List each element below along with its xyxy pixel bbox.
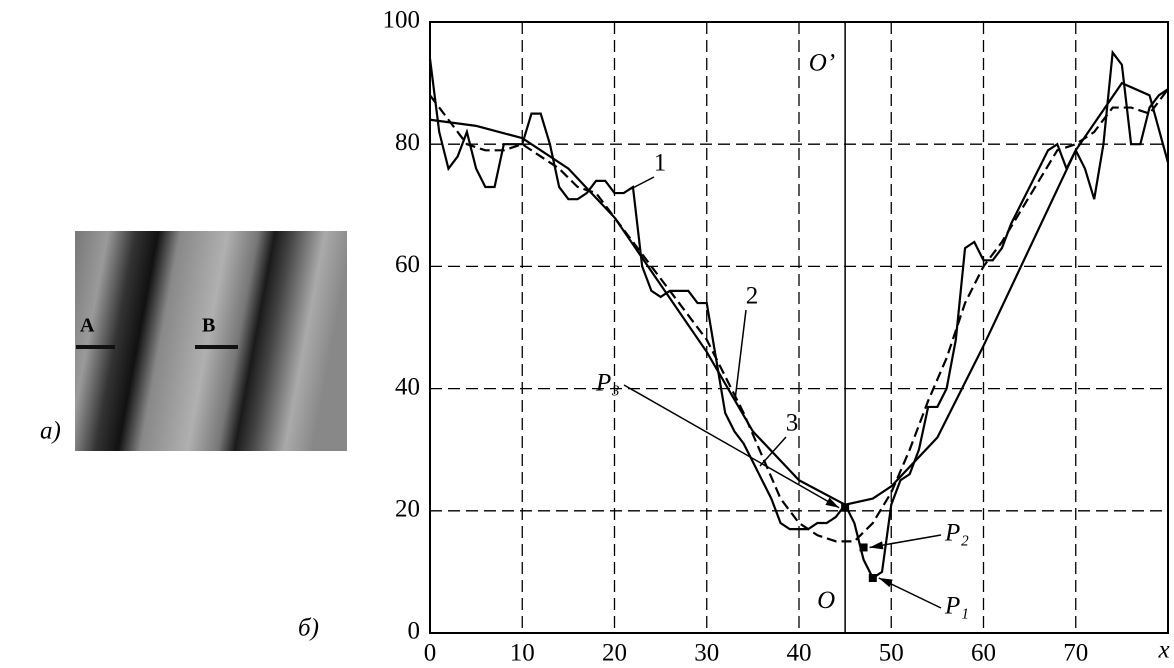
point-marker	[859, 543, 868, 552]
arrow-head	[878, 578, 893, 588]
point-marker	[868, 574, 877, 583]
photo-label: B	[202, 315, 215, 337]
arrow-head	[825, 497, 840, 508]
y-tick-label: 0	[408, 618, 421, 645]
axis-marker: O	[817, 587, 835, 614]
y-tick-label: 100	[383, 7, 421, 34]
x-axis-label: x	[1157, 637, 1169, 664]
photo	[75, 231, 347, 451]
x-tick-label: 20	[602, 640, 627, 667]
y-tick-label: 20	[395, 496, 420, 523]
point-label: P₂	[944, 520, 969, 547]
axis-marker: O’	[809, 50, 835, 77]
x-tick-label: 50	[879, 640, 904, 667]
point-label: P₃	[595, 370, 620, 397]
series-label: 3	[786, 410, 799, 437]
y-tick-label: 40	[395, 373, 420, 400]
point-label: P₁	[944, 593, 969, 620]
leader-line	[759, 436, 787, 467]
photo-label: A	[80, 315, 95, 337]
arrow-head	[869, 541, 884, 550]
series-label: 1	[654, 150, 667, 177]
leader-line	[624, 176, 655, 193]
x-tick-label: 40	[787, 640, 812, 667]
y-tick-label: 60	[395, 251, 420, 278]
panel-label: б)	[298, 615, 319, 642]
x-tick-label: 30	[694, 640, 719, 667]
x-tick-label: 10	[510, 640, 535, 667]
point-marker	[841, 503, 850, 512]
arrow-line	[623, 384, 840, 509]
leader-line	[734, 309, 747, 401]
x-tick-label: 0	[424, 640, 437, 667]
series-label: 2	[746, 283, 759, 310]
series-line	[429, 88, 1169, 543]
x-tick-label: 70	[1063, 640, 1088, 667]
y-tick-label: 80	[395, 129, 420, 156]
x-tick-label: 60	[971, 640, 996, 667]
plot-frame	[429, 21, 1169, 634]
panel-label: a)	[40, 418, 61, 445]
